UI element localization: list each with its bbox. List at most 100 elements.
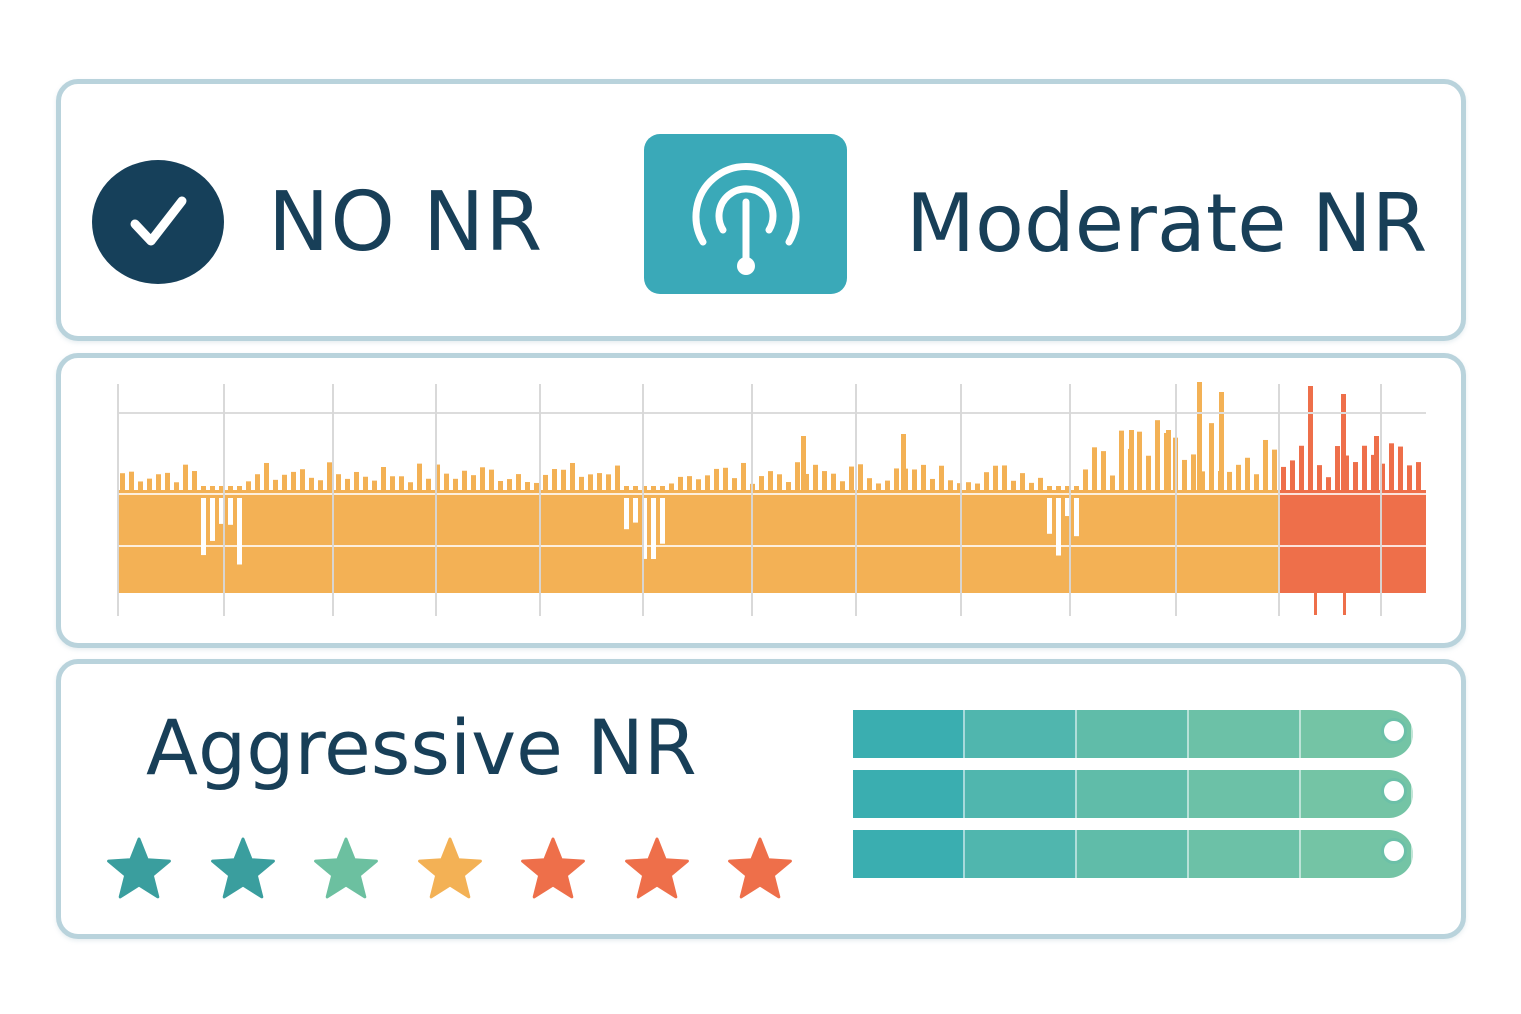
waveform-bar — [1272, 449, 1277, 492]
slider-track[interactable] — [853, 830, 1413, 878]
waveform-bar — [219, 486, 224, 497]
waveform-bar — [561, 469, 566, 492]
slider-knob[interactable] — [1381, 718, 1407, 744]
waveform-dip — [1074, 498, 1079, 537]
waveform-bar — [948, 480, 953, 492]
slider-knob[interactable] — [1381, 838, 1407, 864]
waveform-bar — [318, 480, 323, 492]
slider-segment[interactable] — [965, 830, 1077, 878]
moderate-nr-label: Moderate NR — [906, 177, 1428, 270]
gauge-icon[interactable] — [644, 134, 847, 294]
waveform-dip — [237, 498, 242, 565]
waveform-bar — [1344, 455, 1349, 492]
waveform-bar — [525, 482, 530, 492]
star-icon[interactable] — [210, 836, 276, 902]
waveform-bar — [930, 478, 935, 492]
slider-segment[interactable] — [1189, 770, 1301, 818]
waveform-bar — [921, 464, 926, 492]
waveform-bar — [507, 479, 512, 492]
slider-segment[interactable] — [853, 830, 965, 878]
slider-group[interactable] — [853, 710, 1418, 880]
slider-segment[interactable] — [853, 770, 965, 818]
waveform-spike — [1219, 392, 1224, 490]
waveform-spike — [901, 434, 906, 490]
star-icon[interactable] — [624, 836, 690, 902]
slider-segment[interactable] — [965, 710, 1077, 758]
waveform-bar — [1110, 475, 1115, 492]
star-icon[interactable] — [727, 836, 793, 902]
waveform-bar — [1038, 477, 1043, 492]
waveform-bar — [1380, 463, 1385, 492]
waveform-dip — [1047, 498, 1052, 534]
waveform-bar — [678, 476, 683, 492]
waveform-bar — [1065, 486, 1070, 492]
waveform-bar — [480, 467, 485, 492]
star-rating[interactable] — [106, 836, 796, 902]
waveform-bar — [345, 478, 350, 492]
waveform-bar — [822, 471, 827, 492]
waveform-bar — [1326, 477, 1331, 492]
waveform-bar — [876, 483, 881, 492]
waveform-bar — [795, 462, 800, 492]
waveform-bar — [768, 471, 773, 492]
waveform-bar — [1353, 462, 1358, 492]
waveform-dip — [1065, 498, 1070, 517]
waveform-bar — [354, 471, 359, 492]
waveform-bar — [687, 476, 692, 492]
waveform-bar — [723, 467, 728, 492]
waveform-bar — [714, 468, 719, 492]
check-circle-icon[interactable] — [92, 160, 224, 284]
waveform-bar — [210, 486, 215, 491]
waveform-bar — [363, 476, 368, 492]
waveform-bar — [1146, 455, 1151, 492]
waveform-bar — [741, 462, 746, 492]
waveform-bar — [786, 482, 791, 492]
waveform-bar — [435, 464, 440, 492]
waveform-bar — [696, 479, 701, 492]
slider-track[interactable] — [853, 770, 1413, 818]
waveform-bar — [570, 462, 575, 492]
waveform-bar — [813, 464, 818, 492]
waveform-bar — [984, 472, 989, 492]
waveform-bar — [1263, 439, 1268, 492]
waveform-bar — [1335, 446, 1340, 492]
slider-segment[interactable] — [1077, 770, 1189, 818]
slider-segment[interactable] — [965, 770, 1077, 818]
waveform-spike — [801, 436, 806, 490]
waveform-bar — [183, 464, 188, 492]
waveform-bar — [1281, 466, 1286, 492]
star-icon[interactable] — [313, 836, 379, 902]
star-icon[interactable] — [520, 836, 586, 902]
slider-segment[interactable] — [1077, 830, 1189, 878]
star-icon[interactable] — [417, 836, 483, 902]
waveform-bar — [831, 473, 836, 492]
slider-knob[interactable] — [1381, 778, 1407, 804]
waveform-bar — [534, 482, 539, 492]
waveform-bar — [912, 469, 917, 492]
waveform-bar — [390, 476, 395, 492]
slider-segment[interactable] — [1077, 710, 1189, 758]
waveform-dip — [660, 498, 665, 544]
waveform-bar — [453, 478, 458, 492]
slider-segment[interactable] — [1189, 710, 1301, 758]
waveform-bar — [957, 483, 962, 492]
waveform-spike — [1129, 430, 1134, 490]
slider-segment[interactable] — [1189, 830, 1301, 878]
waveform-bar — [192, 471, 197, 492]
star-icon[interactable] — [106, 836, 172, 902]
waveform-bar — [1137, 431, 1142, 492]
waveform-spike — [1166, 430, 1171, 490]
slider-segment[interactable] — [853, 710, 965, 758]
waveform-bar — [246, 481, 251, 492]
waveform-bar — [426, 478, 431, 492]
waveform-bar — [759, 476, 764, 492]
waveform-bar — [669, 483, 674, 492]
waveform-bar — [336, 474, 341, 492]
slider-track[interactable] — [853, 710, 1413, 758]
waveform-bar — [372, 480, 377, 492]
waveform-bar — [282, 474, 287, 492]
waveform-bar — [885, 480, 890, 492]
waveform-bar — [1083, 469, 1088, 492]
waveform-spike — [1341, 394, 1346, 490]
waveform-bar — [1290, 460, 1295, 492]
